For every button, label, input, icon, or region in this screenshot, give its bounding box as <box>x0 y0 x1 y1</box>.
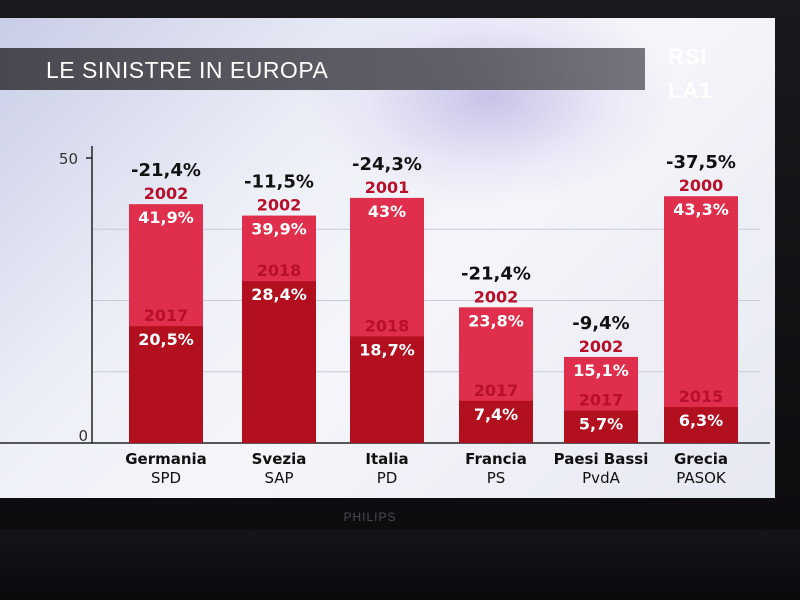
year-label-past: 2002 <box>474 287 519 306</box>
value-label-past: 43% <box>368 202 406 221</box>
change-label: -24,3% <box>352 154 422 175</box>
chart-title: LE SINISTRE IN EUROPA <box>46 57 329 83</box>
change-label: -21,4% <box>131 160 201 181</box>
year-label-current: 2017 <box>579 391 624 410</box>
year-label-past: 2002 <box>144 184 189 203</box>
channel-logo-icon: RSI LA1 <box>668 44 713 103</box>
title-bar <box>0 48 645 90</box>
value-label-past: 23,8% <box>468 311 524 330</box>
bar-current <box>350 336 424 443</box>
value-label-past: 15,1% <box>573 361 629 380</box>
category-party-label: PASOK <box>676 469 727 487</box>
value-label-past: 43,3% <box>673 200 729 219</box>
category-country-label: Svezia <box>252 450 307 468</box>
year-label-past: 2002 <box>579 337 624 356</box>
change-label: -11,5% <box>244 172 314 193</box>
change-label: -37,5% <box>666 152 736 173</box>
category-country-label: Paesi Bassi <box>554 450 649 468</box>
y-tick-label: 0 <box>78 427 88 445</box>
category-country-label: Italia <box>365 450 408 468</box>
change-label: -21,4% <box>461 263 531 284</box>
value-label-current: 7,4% <box>474 405 518 424</box>
bar-past <box>664 196 738 443</box>
year-label-current: 2017 <box>144 306 189 325</box>
category-party-label: SAP <box>264 469 293 487</box>
value-label-current: 18,7% <box>359 340 415 359</box>
year-label-past: 2000 <box>679 176 724 195</box>
category-party-label: PD <box>377 469 398 487</box>
value-label-past: 39,9% <box>251 220 307 239</box>
bar-current <box>459 400 533 443</box>
category-country-label: Francia <box>465 450 527 468</box>
bar-current <box>242 281 316 443</box>
value-label-current: 20,5% <box>138 330 194 349</box>
change-label: -9,4% <box>572 313 629 334</box>
tv-brand: PHILIPS <box>343 510 397 524</box>
bar-current <box>129 326 203 443</box>
year-label-past: 2001 <box>365 178 410 197</box>
year-label-current: 2018 <box>257 261 302 280</box>
tv-stand-area <box>0 530 800 600</box>
value-label-current: 5,7% <box>579 415 623 434</box>
bar-current <box>564 410 638 443</box>
value-label-current: 6,3% <box>679 411 723 430</box>
category-party-label: SPD <box>151 469 181 487</box>
category-country-label: Germania <box>125 450 207 468</box>
value-label-past: 41,9% <box>138 208 194 227</box>
category-party-label: PS <box>487 469 506 487</box>
year-label-current: 2015 <box>679 387 724 406</box>
value-label-current: 28,4% <box>251 285 307 304</box>
category-country-label: Grecia <box>674 450 728 468</box>
y-tick-label: 50 <box>59 150 78 168</box>
bar-current <box>664 407 738 443</box>
year-label-current: 2018 <box>365 316 410 335</box>
year-label-past: 2002 <box>257 196 302 215</box>
category-party-label: PvdA <box>582 469 620 487</box>
year-label-current: 2017 <box>474 381 519 400</box>
